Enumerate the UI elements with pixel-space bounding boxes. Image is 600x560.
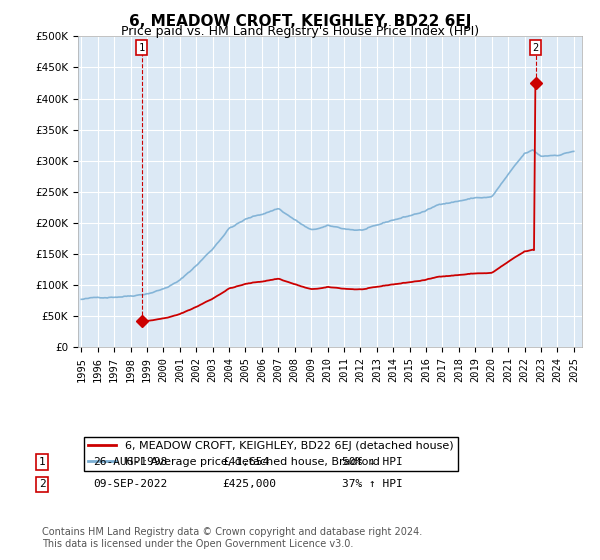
Text: 1: 1 xyxy=(38,457,46,467)
Text: 09-SEP-2022: 09-SEP-2022 xyxy=(93,479,167,489)
Text: 2: 2 xyxy=(38,479,46,489)
Text: 50% ↓ HPI: 50% ↓ HPI xyxy=(342,457,403,467)
Text: £41,654: £41,654 xyxy=(222,457,269,467)
Text: Contains HM Land Registry data © Crown copyright and database right 2024.
This d: Contains HM Land Registry data © Crown c… xyxy=(42,527,422,549)
Text: 1: 1 xyxy=(139,43,145,53)
Text: Price paid vs. HM Land Registry's House Price Index (HPI): Price paid vs. HM Land Registry's House … xyxy=(121,25,479,38)
Text: £425,000: £425,000 xyxy=(222,479,276,489)
Text: 2: 2 xyxy=(532,43,539,53)
Text: 6, MEADOW CROFT, KEIGHLEY, BD22 6EJ: 6, MEADOW CROFT, KEIGHLEY, BD22 6EJ xyxy=(129,14,471,29)
Text: 37% ↑ HPI: 37% ↑ HPI xyxy=(342,479,403,489)
Legend: 6, MEADOW CROFT, KEIGHLEY, BD22 6EJ (detached house), HPI: Average price, detach: 6, MEADOW CROFT, KEIGHLEY, BD22 6EJ (det… xyxy=(83,437,458,471)
Text: 26-AUG-1998: 26-AUG-1998 xyxy=(93,457,167,467)
